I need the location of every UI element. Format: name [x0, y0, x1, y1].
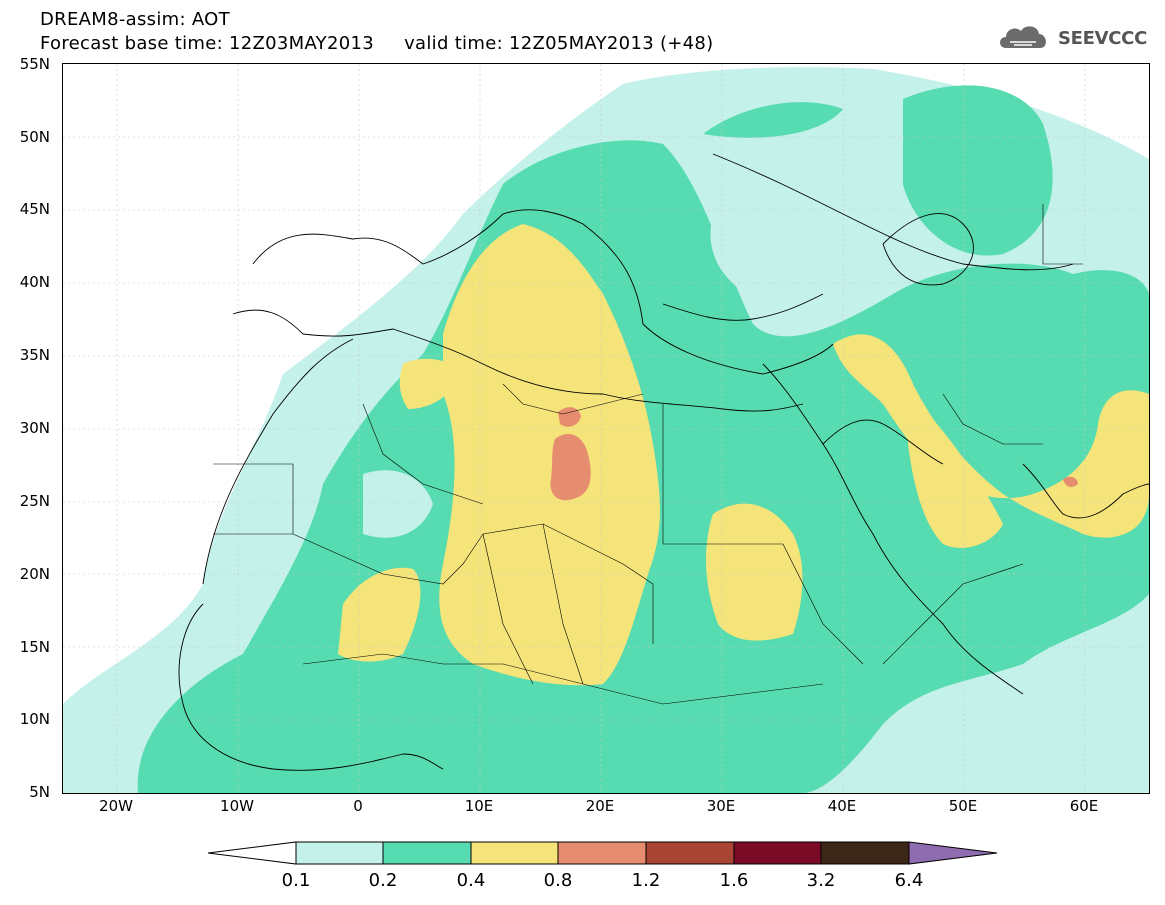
- lat-label: 45N: [19, 200, 50, 218]
- map-title: DREAM8-assim: AOT: [40, 9, 230, 30]
- legend-segment-above: [908, 841, 998, 865]
- lat-label: 55N: [19, 55, 50, 73]
- lon-label: 40E: [827, 797, 857, 815]
- map-header: DREAM8-assim: AOT Forecast base time: 12…: [40, 8, 714, 56]
- graticule: [63, 64, 1149, 793]
- legend-bar: [207, 841, 998, 865]
- brand-name: SEEVCCC: [1057, 27, 1147, 49]
- legend-label: 6.4: [894, 870, 924, 891]
- lon-label: 60E: [1069, 797, 1099, 815]
- borders: [213, 204, 1083, 705]
- legend-segment: [382, 841, 472, 865]
- lat-label: 10N: [19, 710, 50, 728]
- legend-segment: [820, 841, 910, 865]
- lon-label: 10E: [464, 797, 494, 815]
- cloud-logo-icon: [999, 26, 1046, 48]
- aot-map: [62, 63, 1150, 794]
- lon-label: 10W: [220, 797, 254, 815]
- color-legend: 0.1 0.2 0.4 0.8 1.2 1.6 3.2 6.4: [207, 838, 998, 891]
- lat-label: 25N: [19, 492, 50, 510]
- legend-label: 1.6: [719, 870, 749, 891]
- lon-label: 0: [353, 797, 363, 815]
- lat-label: 40N: [19, 273, 50, 291]
- lon-label: 50E: [948, 797, 978, 815]
- legend-segment: [733, 841, 822, 865]
- legend-segment: [295, 841, 384, 865]
- lat-label: 20N: [19, 565, 50, 583]
- lon-label: 20W: [99, 797, 133, 815]
- forecast-times: Forecast base time: 12Z03MAY2013 valid t…: [40, 33, 714, 54]
- legend-label: 3.2: [806, 870, 836, 891]
- lon-label: 30E: [706, 797, 736, 815]
- legend-segment: [557, 841, 647, 865]
- lat-label: 15N: [19, 638, 50, 656]
- lat-label: 35N: [19, 346, 50, 364]
- legend-label: 0.1: [281, 870, 311, 891]
- legend-segment-below: [207, 841, 297, 865]
- legend-label: 0.8: [543, 870, 573, 891]
- lon-label: 20E: [585, 797, 615, 815]
- aot-holes: [363, 211, 993, 784]
- coastlines: [178, 153, 1149, 771]
- legend-segment: [645, 841, 735, 865]
- lat-label: 5N: [29, 783, 50, 801]
- legend-label: 0.4: [456, 870, 486, 891]
- map-canvas: [63, 64, 1149, 793]
- aot-contour-0.8: [550, 407, 1078, 501]
- lat-label: 30N: [19, 419, 50, 437]
- lat-label: 50N: [19, 128, 50, 146]
- legend-segment: [470, 841, 559, 865]
- seevccc-logo: SEEVCCC: [996, 20, 1147, 56]
- legend-label: 1.2: [631, 870, 661, 891]
- aot-contour-0.4: [338, 224, 1149, 686]
- legend-label: 0.2: [368, 870, 398, 891]
